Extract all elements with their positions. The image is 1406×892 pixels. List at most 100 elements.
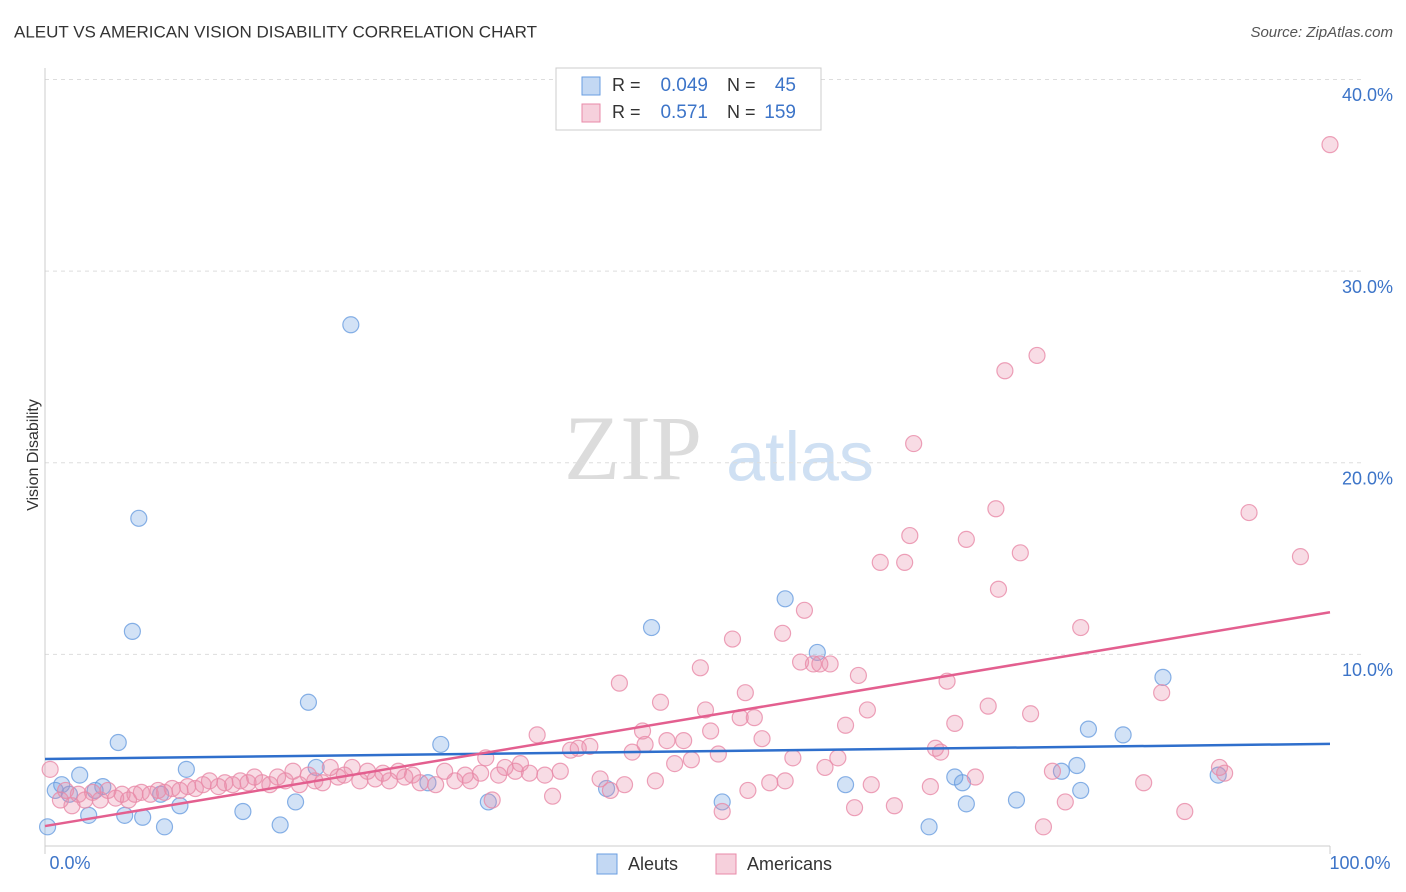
point — [472, 764, 490, 782]
point — [1028, 346, 1046, 365]
point — [483, 791, 501, 809]
point — [849, 666, 868, 685]
legend-label: Aleuts — [628, 854, 678, 874]
point — [646, 772, 664, 790]
point — [69, 785, 88, 803]
point — [71, 766, 89, 784]
legend-swatch — [596, 853, 618, 875]
point — [651, 693, 670, 711]
point — [784, 749, 802, 767]
y-tick-label: 40.0% — [1342, 85, 1393, 105]
point — [736, 684, 754, 702]
stats-r: 0.571 — [660, 102, 708, 123]
point — [836, 776, 855, 794]
point — [610, 674, 628, 692]
point — [1052, 762, 1071, 780]
point — [1007, 791, 1026, 809]
point — [113, 785, 131, 803]
point — [871, 553, 889, 571]
legend-swatch — [581, 76, 601, 96]
point — [709, 745, 727, 763]
point — [286, 793, 305, 811]
point — [761, 774, 779, 792]
stats-n: 45 — [775, 75, 796, 96]
point — [1034, 818, 1053, 836]
point — [896, 553, 914, 571]
point — [615, 776, 634, 794]
series-points — [41, 136, 1339, 836]
point — [1135, 774, 1153, 792]
point — [1021, 705, 1040, 723]
point — [186, 779, 204, 798]
point — [271, 816, 289, 834]
point — [804, 655, 823, 673]
point — [946, 714, 964, 732]
point — [636, 735, 654, 754]
stats-label: N = — [727, 75, 756, 95]
stats-n: 159 — [764, 102, 796, 123]
point — [268, 768, 287, 786]
point — [666, 755, 684, 773]
stats-r: 0.049 — [660, 75, 708, 96]
point — [1176, 802, 1194, 821]
point — [1043, 762, 1062, 780]
point — [957, 530, 975, 548]
point — [682, 751, 700, 769]
point — [1216, 764, 1234, 782]
stats-label: R = — [612, 102, 641, 122]
point — [791, 653, 810, 671]
point — [675, 732, 693, 750]
point — [411, 774, 429, 792]
y-tick-label: 20.0% — [1342, 468, 1393, 488]
point — [776, 772, 794, 790]
point — [845, 799, 864, 817]
point — [177, 760, 195, 778]
point — [920, 818, 938, 836]
point — [723, 630, 742, 648]
point — [313, 774, 332, 792]
point — [1154, 668, 1172, 686]
point — [109, 733, 127, 752]
point — [932, 743, 950, 761]
stats-label: R = — [612, 75, 641, 95]
point — [753, 730, 771, 748]
point — [642, 618, 661, 637]
source: Source: ZipAtlas.com — [1250, 24, 1393, 41]
point — [234, 802, 252, 821]
y-tick-label: 30.0% — [1342, 277, 1393, 297]
point — [996, 362, 1014, 380]
point — [1072, 781, 1090, 800]
point — [987, 500, 1005, 518]
point — [239, 774, 257, 792]
point — [979, 697, 997, 715]
point — [581, 737, 599, 755]
point — [149, 781, 167, 800]
point — [862, 776, 880, 794]
x-tick-label: 0.0% — [49, 853, 90, 873]
legend-label: Americans — [747, 854, 832, 874]
point — [119, 791, 138, 809]
chart-title: ALEUT VS AMERICAN VISION DISABILITY CORR… — [14, 22, 537, 41]
trend-line — [44, 742, 1331, 761]
watermark: ZIP — [564, 397, 702, 499]
point — [829, 749, 847, 767]
point — [130, 509, 148, 527]
point — [1240, 503, 1258, 522]
legend-swatch — [581, 103, 601, 123]
point — [123, 622, 141, 640]
legend-swatch — [715, 853, 737, 875]
point — [1079, 720, 1098, 738]
point — [776, 590, 794, 608]
point — [989, 580, 1008, 598]
y-tick-label: 10.0% — [1342, 660, 1393, 680]
point — [885, 797, 903, 815]
point — [520, 764, 539, 782]
trend-line — [44, 610, 1331, 828]
point — [56, 781, 75, 800]
point — [901, 526, 919, 545]
point — [427, 776, 445, 794]
point — [702, 722, 720, 740]
point — [713, 793, 731, 811]
point — [1291, 548, 1310, 566]
